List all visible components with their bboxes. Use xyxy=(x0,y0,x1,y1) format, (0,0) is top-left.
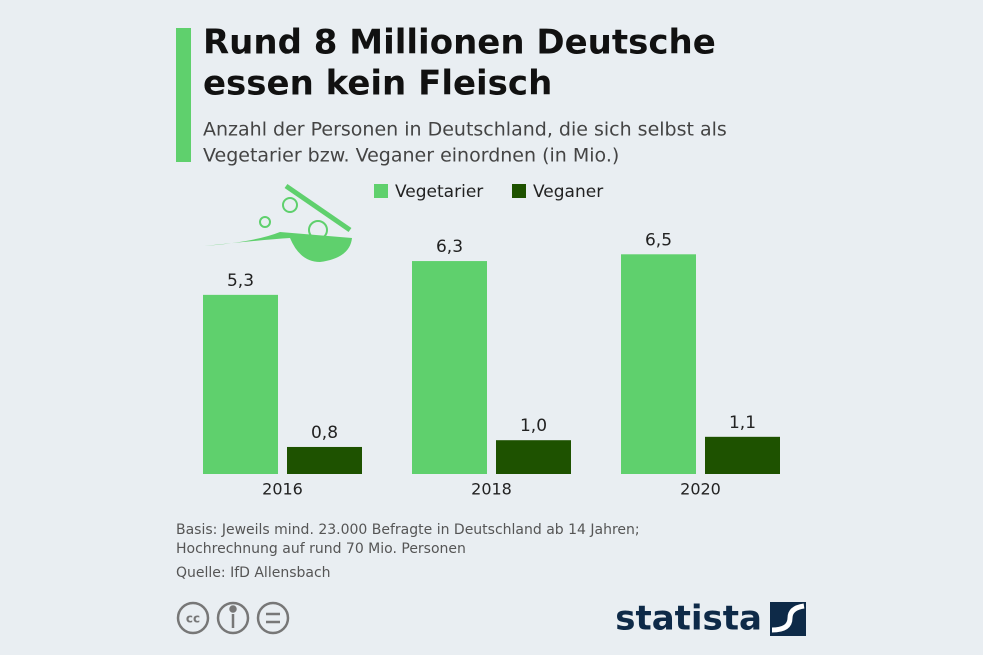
x-tick-label: 2020 xyxy=(680,480,721,499)
source: Quelle: IfD Allensbach xyxy=(176,565,331,581)
chart-title: essen kein Fleisch xyxy=(203,64,552,104)
value-label: 1,0 xyxy=(520,416,547,436)
license-icons xyxy=(176,601,290,635)
legend-swatch xyxy=(374,184,388,198)
brand: statista xyxy=(615,599,762,639)
legend-label: Veganer xyxy=(533,182,603,202)
chart-title: Rund 8 Millionen Deutsche xyxy=(203,23,716,63)
subtitle: Vegetarier bzw. Veganer einordnen (in Mi… xyxy=(203,145,619,167)
accent-bar xyxy=(176,28,191,162)
value-label: 0,8 xyxy=(311,423,338,443)
subtitle: Anzahl der Personen in Deutschland, die … xyxy=(203,119,727,141)
legend-swatch xyxy=(512,184,526,198)
note: Basis: Jeweils mind. 23.000 Befragte in … xyxy=(176,522,640,538)
legend-label: Vegetarier xyxy=(395,182,483,202)
x-tick-label: 2018 xyxy=(471,480,512,499)
spoon-illustration xyxy=(204,183,352,262)
license-label: cc xyxy=(186,612,200,626)
brand-logo xyxy=(770,602,806,636)
value-label: 6,5 xyxy=(645,230,672,250)
bar xyxy=(203,294,278,474)
x-tick-label: 2016 xyxy=(262,480,303,499)
value-label: 6,3 xyxy=(436,237,463,257)
value-label: 5,3 xyxy=(227,271,254,291)
note: Hochrechnung auf rund 70 Mio. Personen xyxy=(176,541,466,557)
bar xyxy=(621,254,696,474)
bar xyxy=(412,261,487,474)
bar xyxy=(705,436,780,474)
bar xyxy=(496,440,571,474)
value-label: 1,1 xyxy=(729,413,756,433)
bar xyxy=(287,446,362,474)
